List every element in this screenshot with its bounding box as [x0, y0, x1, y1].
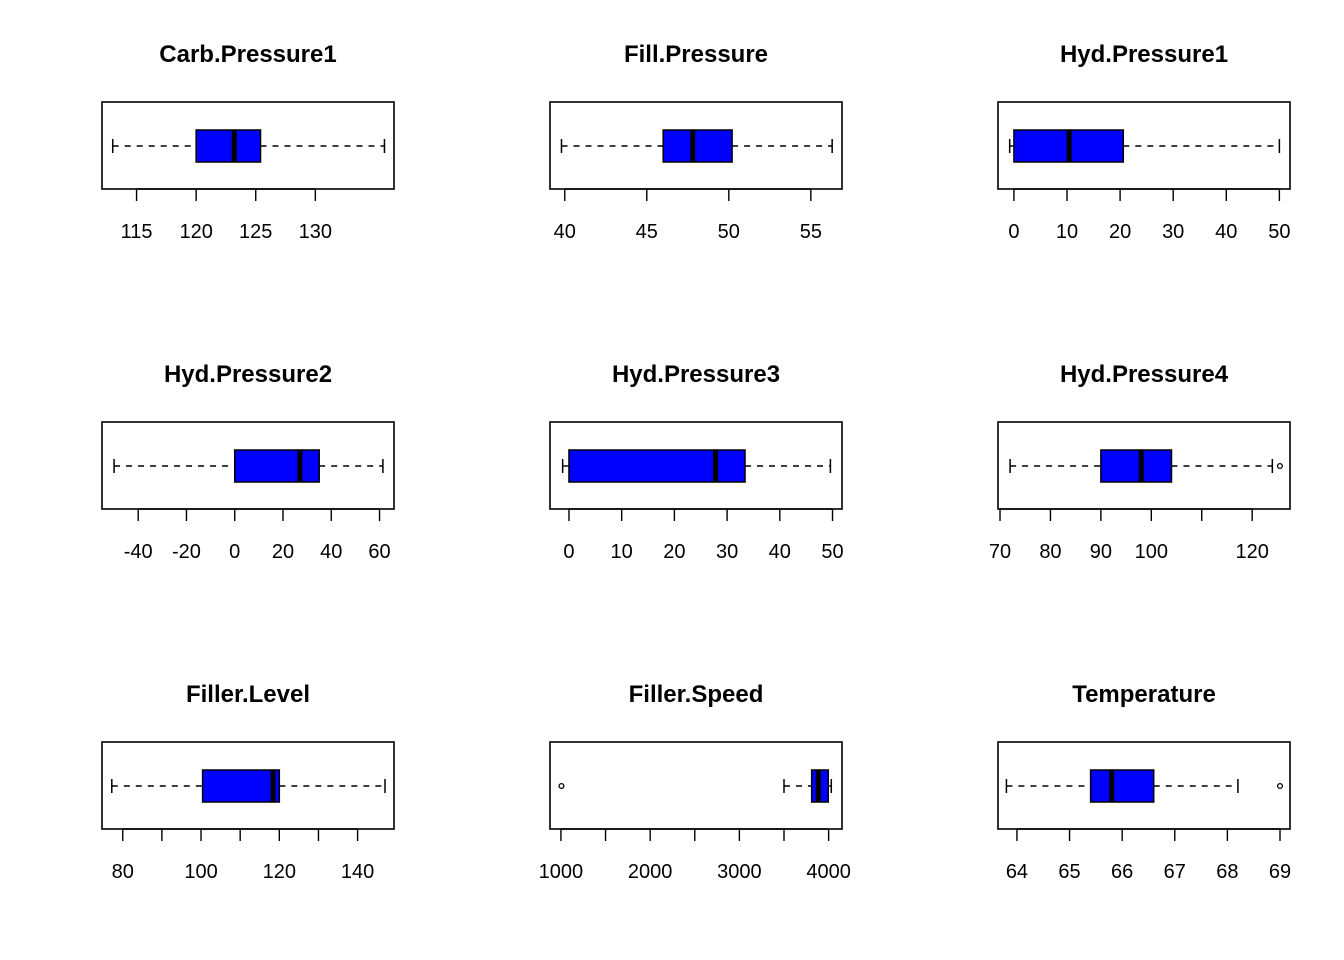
tick-label: 45: [636, 221, 658, 243]
boxplot-panel: Hyd.Pressure4 70 80 90 100 120: [989, 361, 1291, 563]
iqr-box: [662, 129, 733, 163]
tick-label: 120: [263, 861, 296, 883]
iqr-box: [195, 129, 262, 163]
tick-label: 1000: [539, 861, 584, 883]
tick-label: 40: [320, 541, 342, 563]
tick-label: 40: [554, 221, 576, 243]
iqr-box: [233, 449, 320, 483]
iqr-box: [1100, 449, 1173, 483]
tick-label: 90: [1090, 541, 1112, 563]
panel-title: Fill.Pressure: [624, 41, 768, 68]
tick-label: 140: [341, 861, 374, 883]
tick-label: 120: [179, 221, 212, 243]
tick-label: 40: [769, 541, 791, 563]
tick-label: 20: [663, 541, 685, 563]
outlier-point: [1276, 782, 1284, 790]
tick-label: 20: [272, 541, 294, 563]
tick-label: 68: [1216, 861, 1238, 883]
boxplot-panel: Hyd.Pressure3 0 10 20 30 40 50: [549, 361, 844, 563]
tick-label: 50: [1268, 221, 1290, 243]
tick-label: 125: [239, 221, 272, 243]
tick-label: 30: [716, 541, 738, 563]
tick-label: 2000: [628, 861, 673, 883]
tick-label: 0: [563, 541, 574, 563]
tick-label: 10: [611, 541, 633, 563]
tick-label: 50: [718, 221, 740, 243]
tick-label: 130: [299, 221, 332, 243]
panel-title: Hyd.Pressure4: [1060, 361, 1229, 388]
panel-title: Filler.Speed: [629, 681, 764, 708]
tick-label: 69: [1269, 861, 1291, 883]
panel-title: Filler.Level: [186, 681, 310, 708]
tick-label: 3000: [717, 861, 762, 883]
tick-label: 50: [821, 541, 843, 563]
boxplot-panel: Hyd.Pressure1 0 10 20 30 40 50: [997, 41, 1291, 243]
tick-label: 30: [1162, 221, 1184, 243]
boxplot-panel: Filler.Speed 1000 2000 3000 4000: [539, 681, 851, 883]
iqr-box: [201, 769, 281, 803]
boxplot-panel: Temperature 64 65 66 67 68 69: [997, 681, 1291, 883]
tick-label: 60: [368, 541, 390, 563]
iqr-box: [568, 449, 746, 483]
boxplot-panel: Carb.Pressure1 115 120 125 130: [101, 41, 395, 243]
tick-label: 64: [1006, 861, 1028, 883]
panel-title: Carb.Pressure1: [159, 41, 336, 68]
tick-label: 70: [989, 541, 1011, 563]
panel-title: Hyd.Pressure1: [1060, 41, 1228, 68]
tick-label: 40: [1215, 221, 1237, 243]
tick-label: 0: [1008, 221, 1019, 243]
panel-title: Hyd.Pressure2: [164, 361, 332, 388]
tick-label: 80: [112, 861, 134, 883]
tick-label: 66: [1111, 861, 1133, 883]
iqr-box: [1089, 769, 1155, 803]
tick-label: 55: [800, 221, 822, 243]
tick-label: 80: [1039, 541, 1061, 563]
tick-label: 10: [1056, 221, 1078, 243]
tick-label: 65: [1058, 861, 1080, 883]
boxplot-panel: Filler.Level 80 100 120 140: [101, 681, 395, 883]
tick-label: 100: [1135, 541, 1168, 563]
tick-label: 115: [121, 221, 153, 243]
tick-label: 67: [1164, 861, 1186, 883]
outlier-point: [558, 782, 565, 790]
outlier-point: [1276, 462, 1283, 470]
tick-label: 20: [1109, 221, 1131, 243]
tick-label: -20: [172, 541, 201, 563]
tick-label: 0: [229, 541, 240, 563]
panel-title: Hyd.Pressure3: [612, 361, 780, 388]
tick-label: 100: [184, 861, 217, 883]
tick-label: 4000: [806, 861, 851, 883]
boxplot-panel: Fill.Pressure 40 45 50 55: [549, 41, 843, 243]
tick-label: -40: [124, 541, 153, 563]
tick-label: 120: [1235, 541, 1268, 563]
boxplot-panel: Hyd.Pressure2 -40 -20 0 20 40 60: [101, 361, 395, 563]
panel-title: Temperature: [1072, 681, 1216, 708]
